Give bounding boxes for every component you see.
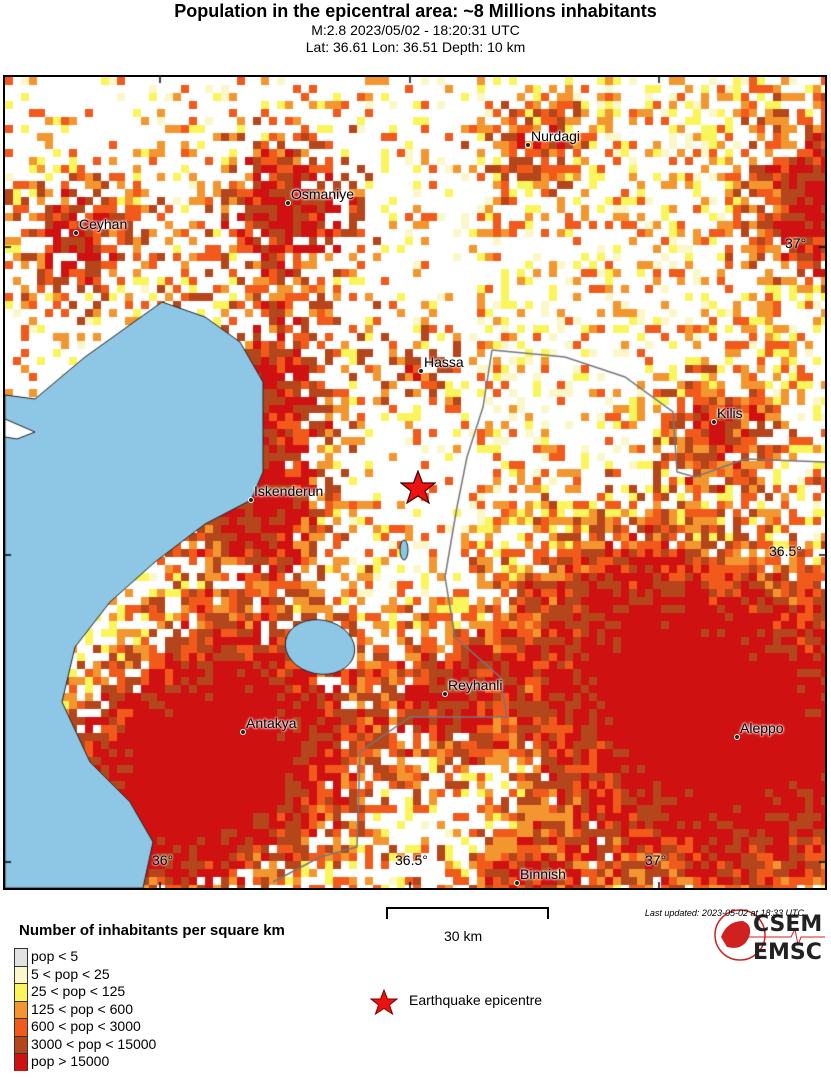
population-map[interactable]: Nurdagi Osmaniye Ceyhan Hassa Kilis Iskenderu… [3,75,827,965]
city-marker [734,734,740,740]
city-marker [442,691,448,697]
city-label: Hassa [424,354,464,370]
legend-title: Number of inhabitants per square km [19,922,285,939]
longitude-tick-label: 37° [645,852,667,868]
svg-text:CSEM: CSEM [753,912,822,937]
legend-label: 5 < pop < 25 [31,965,110,982]
legend-label: pop < 5 [31,948,79,964]
legend-label: pop > 15000 [31,1053,110,1069]
legend-label: 600 < pop < 3000 [31,1018,141,1034]
longitude-tick-label: 36° [152,852,174,868]
scale-bar-label: 30 km [444,928,483,944]
svg-text:EMSC: EMSC [753,940,822,963]
legend-swatch [14,1018,28,1036]
event-location: Lat: 36.61 Lon: 36.51 Depth: 10 km [305,39,526,55]
city-marker [525,142,531,148]
city-marker [248,497,254,503]
city-label: Nurdagi [531,128,581,144]
city-label: Binnish [520,866,566,882]
scale-bar [386,907,549,919]
legend-label: 3000 < pop < 15000 [31,1035,157,1052]
epicentre-legend-star-icon [370,989,398,1015]
city-label: Ceyhan [79,216,128,232]
emsc-logo: CSEM EMSC [713,907,825,965]
legend-swatch [14,1053,28,1071]
last-updated: Last updated: 2023-05-02 at 18:33 UTC [644,908,804,918]
city-label: Iskenderun [254,483,324,499]
epicentre-legend-label: Earthquake epicentre [409,992,543,1008]
map-title: Population in the epicentral area: ~8 Mi… [174,1,657,21]
city-label: Kilis [717,405,743,421]
city-marker [711,419,717,425]
city-marker [285,200,291,206]
legend-swatch [14,1000,28,1019]
city-label: Antakya [246,715,297,731]
city-label: Osmaniye [291,186,355,202]
city-marker [514,880,520,886]
city-marker [240,729,246,735]
legend-swatch [14,1035,28,1054]
city-label: Aleppo [740,720,784,736]
event-info: M:2.8 2023/05/02 - 18:20:31 UTC [311,22,520,38]
legend-label: 125 < pop < 600 [31,1000,133,1017]
legend-label: 25 < pop < 125 [31,983,126,999]
city-label: Reyhanli [448,677,503,693]
legend-swatch [14,965,28,984]
legend-swatch [14,983,28,1001]
city-marker [418,368,424,374]
latitude-tick-label: 37° [785,235,807,251]
legend-swatch [14,948,28,966]
longitude-tick-label: 36.5° [395,852,428,868]
epicentre-star-icon[interactable] [400,470,436,504]
city-marker [73,230,79,236]
latitude-tick-label: 36.5° [769,543,802,559]
